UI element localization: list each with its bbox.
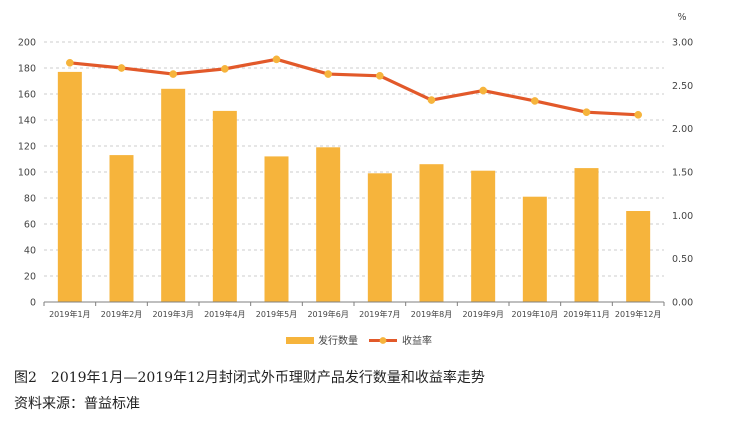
y-right-tick-label: 1.00 [672,211,693,222]
bar [264,156,289,302]
y-left-tick-label: 200 [18,38,36,49]
y-right-tick-label: 0.50 [672,254,693,265]
y-right-unit-label: % [677,12,686,23]
line-point [220,65,229,73]
legend-swatch-bar [286,337,314,344]
bar [419,164,444,302]
x-tick-label: 2019年4月 [204,309,245,319]
bar [522,196,547,302]
y-right-tick-label: 2.00 [672,124,693,135]
y-left-tick-label: 80 [24,194,36,205]
x-tick-label: 2019年11月 [563,309,610,319]
y-left-tick-label: 140 [18,116,36,127]
x-tick-label: 2019年3月 [152,309,193,319]
y-left-tick-label: 0 [30,298,36,309]
figure-title: 2019年1月—2019年12月封闭式外币理财产品发行数量和收益率走势 [50,370,485,386]
line-point [634,110,643,119]
chart-area: 0 20 40 60 80 100 120 140 160 180 200 0.00 0.50 1.00 1… [18,12,693,347]
line-point [375,71,384,80]
bar [626,211,651,302]
figure-caption: 图2 2019年1月—2019年12月封闭式外币理财产品发行数量和收益率走势 [14,367,485,387]
line-series [65,55,643,119]
line-point [272,55,281,64]
line-point [479,86,488,95]
figure-label: 图2 [14,370,37,386]
gridlines [44,41,664,277]
legend-marker-line [379,337,387,344]
x-tick-label: 2019年2月 [101,309,142,319]
y-left-tick-label: 60 [24,220,36,231]
x-tick-label: 2019年5月 [256,309,297,319]
bar [57,71,82,303]
y-right-tick-label: 1.50 [672,168,693,179]
bar [574,168,599,302]
x-tick-label: 2019年10月 [512,309,559,319]
line-point [117,64,126,72]
bar [316,147,341,302]
bar [471,170,496,302]
bar [109,155,134,302]
y-right-tick-label: 2.50 [672,81,693,92]
line-path [69,57,639,117]
bar [212,110,237,303]
bar-series [57,71,651,303]
y-right-tick-label: 3.00 [672,38,693,49]
y-left-tick-label: 160 [18,90,36,101]
line-point [65,58,74,67]
line-point [324,70,333,78]
x-tick-label: 2019年1月 [49,309,90,319]
axes: 0 20 40 60 80 100 120 140 160 180 200 0.00 0.50 1.00 1… [18,12,693,319]
legend: 发行数量 收益率 [286,334,432,347]
y-left-tick-label: 20 [24,272,36,283]
x-tick-label: 2019年12月 [615,309,662,319]
y-left-tick-label: 180 [18,64,36,75]
legend-label-bar: 发行数量 [318,334,358,347]
line-point [427,96,436,104]
x-tick-label: 2019年6月 [307,309,348,319]
y-left-tick-label: 120 [18,142,36,153]
line-point [582,108,591,117]
x-tick-label: 2019年7月 [359,309,400,319]
bar [367,173,392,302]
x-tick-label: 2019年8月 [411,309,452,319]
line-point [169,70,178,78]
y-left-tick-label: 100 [18,168,36,179]
bar [161,88,186,302]
y-left-tick-label: 40 [24,246,36,257]
legend-label-line: 收益率 [402,334,432,347]
line-point [530,97,539,105]
figure-source: 资料来源：普益标准 [14,396,140,412]
y-right-tick-label: 0.00 [672,298,693,309]
x-tick-label: 2019年9月 [462,309,503,319]
